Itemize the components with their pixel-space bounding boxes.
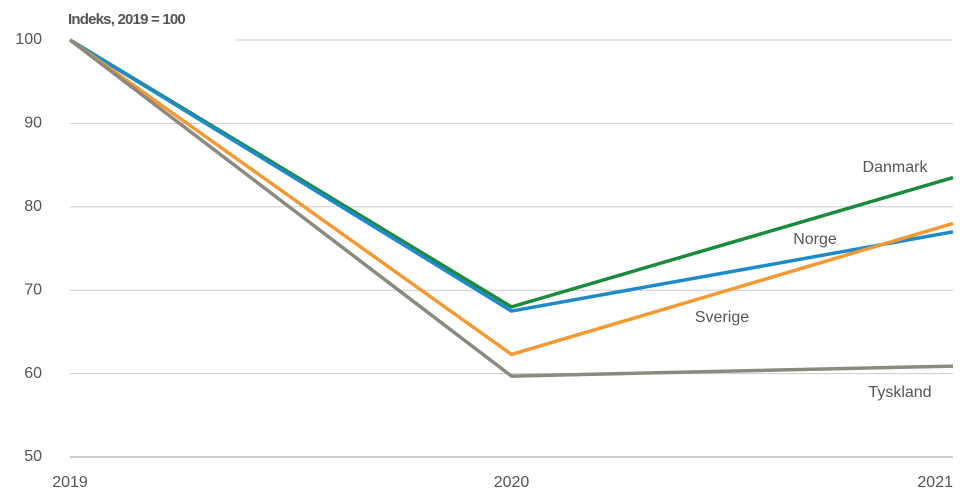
y-tick-label: 60 <box>24 365 42 382</box>
x-tick-label: 2019 <box>52 474 88 490</box>
y-tick-label: 70 <box>24 281 42 298</box>
series-label: Tyskland <box>868 384 931 401</box>
x-tick-label: 2021 <box>917 474 953 490</box>
chart-title: Indeks, 2019 = 100 <box>68 11 185 28</box>
x-tick-label: 2020 <box>494 474 530 490</box>
series-label: Sverige <box>695 309 749 326</box>
series-line <box>69 38 954 313</box>
series-line <box>68 38 954 357</box>
y-tick-label: 100 <box>15 31 42 48</box>
series-line <box>68 38 954 378</box>
series-label: Norge <box>793 231 837 248</box>
y-tick-label: 80 <box>24 198 42 215</box>
y-tick-label: 90 <box>24 115 42 132</box>
series-label: Danmark <box>863 159 929 176</box>
y-tick-label: 50 <box>24 448 42 465</box>
series-line <box>69 38 954 309</box>
